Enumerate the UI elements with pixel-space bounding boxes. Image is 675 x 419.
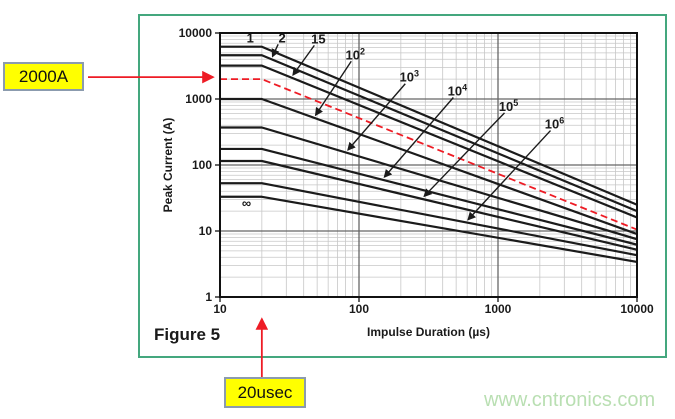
curve-label-leader bbox=[314, 60, 352, 117]
y-axis-title: Peak Current (A) bbox=[161, 118, 175, 213]
curve-2 bbox=[220, 54, 638, 213]
reference-curve-2000a bbox=[220, 78, 638, 231]
plot-border bbox=[219, 32, 638, 298]
curve-label: ∞ bbox=[242, 196, 251, 211]
x-tick-label: 100 bbox=[349, 302, 369, 316]
y-tick-label: 1 bbox=[205, 290, 212, 304]
curve-label: 104 bbox=[448, 82, 467, 98]
curve-label-leader bbox=[292, 44, 315, 77]
curve-label: 1 bbox=[247, 30, 254, 45]
curve-∞ bbox=[220, 195, 638, 264]
curve-label: 105 bbox=[499, 98, 518, 114]
watermark: www.cntronics.com bbox=[484, 389, 656, 411]
curve-1 bbox=[220, 45, 638, 206]
curve-label: 2 bbox=[279, 30, 286, 45]
curve-10e2 bbox=[220, 97, 638, 236]
curve-label: 106 bbox=[545, 116, 564, 132]
curve-label-leader bbox=[347, 83, 406, 151]
callout-20usec: 20usec bbox=[224, 377, 306, 408]
curve-10e5 bbox=[220, 159, 638, 251]
curve-label: 102 bbox=[346, 46, 365, 62]
curve-label-leader bbox=[383, 97, 454, 179]
callout-2000a-label: 2000A bbox=[18, 66, 69, 86]
curve-label-leader bbox=[467, 130, 552, 221]
y-tick-label: 1000 bbox=[185, 92, 212, 106]
curve-15 bbox=[220, 64, 638, 219]
x-tick-label: 1000 bbox=[485, 302, 512, 316]
curve-label-leader bbox=[271, 44, 280, 58]
curve-10e6 bbox=[220, 182, 638, 257]
curve-label-leader bbox=[423, 112, 506, 198]
y-tick-label: 10000 bbox=[179, 26, 213, 40]
y-tick-label: 100 bbox=[192, 158, 212, 172]
curve-10e3 bbox=[220, 126, 638, 241]
callout-2000a: 2000A bbox=[3, 62, 84, 91]
callout-20usec-label: 20usec bbox=[237, 382, 293, 402]
y-tick-label: 10 bbox=[199, 224, 213, 238]
x-tick-label: 10 bbox=[213, 302, 227, 316]
figure-caption: Figure 5 bbox=[154, 325, 221, 344]
x-tick-label: 10000 bbox=[620, 302, 654, 316]
curve-10e4 bbox=[220, 147, 638, 246]
curve-label: 15 bbox=[311, 31, 325, 46]
x-axis-title: Impulse Duration (µs) bbox=[367, 325, 490, 339]
curve-label: 103 bbox=[400, 69, 419, 85]
